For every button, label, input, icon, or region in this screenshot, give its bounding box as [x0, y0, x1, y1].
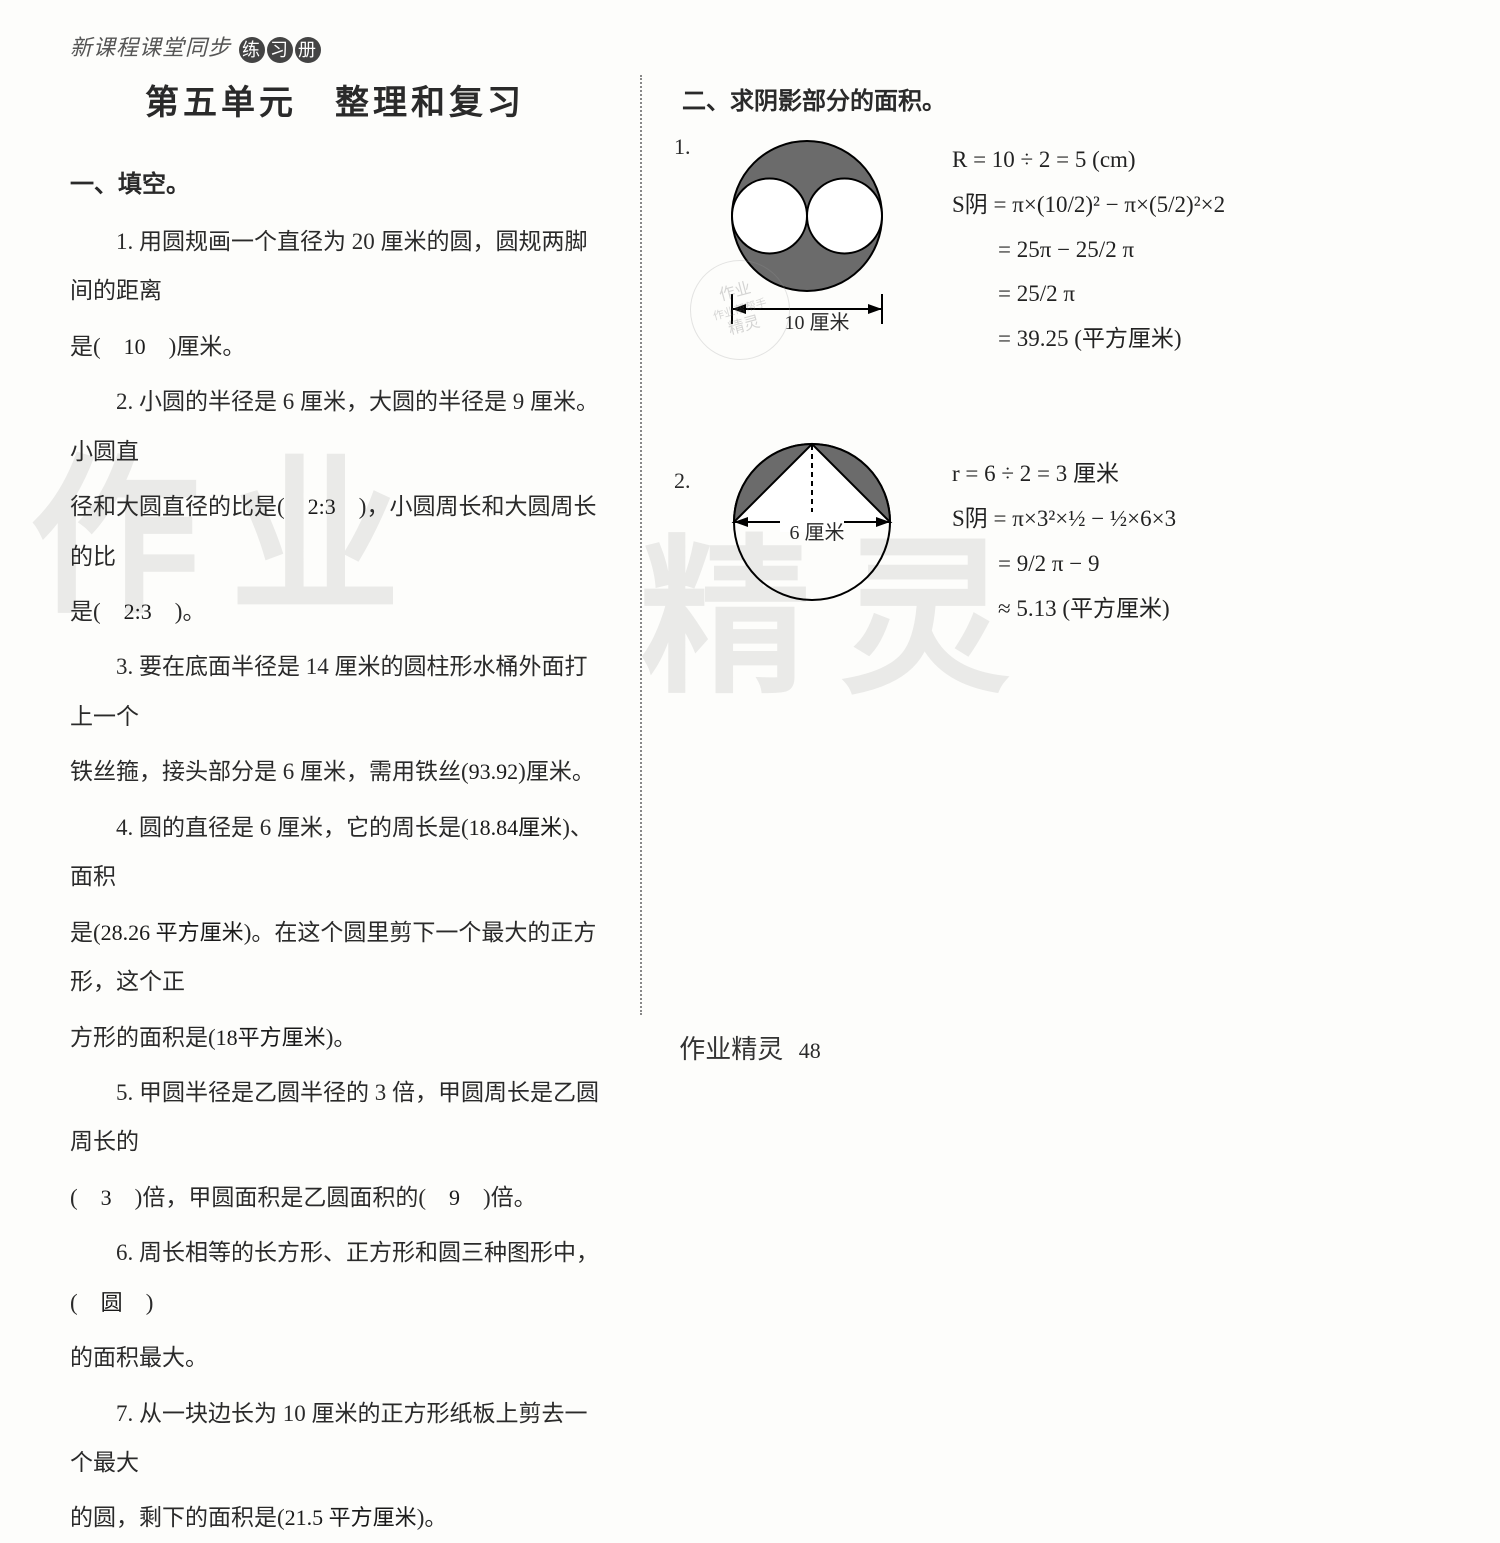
q6-text-c: 的面积最大。: [70, 1345, 208, 1370]
right-column: 二、求阴影部分的面积。 1. 10 厘: [640, 75, 1430, 1015]
q4-answer1: 18.84厘米: [469, 815, 563, 840]
q5-text-b: (: [70, 1185, 101, 1210]
q6-line2: 的面积最大。: [70, 1333, 600, 1382]
q2-line3: 是( 2:3 )。: [70, 587, 600, 636]
columns: 第五单元 整理和复习 一、填空。 1. 用圆规画一个直径为 20 厘米的圆，圆规…: [70, 75, 1430, 1015]
q2: 2. 小圆的半径是 6 厘米，大圆的半径是 9 厘米。小圆直: [70, 377, 600, 476]
p1-calc-1: S阴 = π×(10/2)² − π×(5/2)²×2: [952, 183, 1225, 228]
section2-heading: 二、求阴影部分的面积。: [682, 81, 1430, 116]
p2-calc-1: S阴 = π×3²×½ − ½×6×3: [952, 497, 1176, 542]
badge-1: 练: [239, 37, 265, 63]
q4-answer2: 28.26 平方厘米: [101, 920, 244, 945]
p2-number: 2.: [674, 468, 691, 494]
q7-text-b: 的圆，剩下的面积是(: [70, 1505, 285, 1530]
worksheet-page: 新课程课堂同步 练习册 作业 精灵 第五单元 整理和复习 一、填空。 1. 用圆…: [0, 0, 1500, 1090]
p2-calc-0: r = 6 ÷ 2 = 3 厘米: [952, 452, 1176, 497]
brand-text: 新课程课堂同步: [70, 35, 231, 60]
q4: 4. 圆的直径是 6 厘米，它的周长是(18.84厘米)、面积: [70, 803, 600, 902]
q1-text-a: 1. 用圆规画一个直径为 20 厘米的圆，圆规两脚间的距离: [70, 229, 588, 303]
q6-answer: 圆: [101, 1290, 123, 1315]
q1: 1. 用圆规画一个直径为 20 厘米的圆，圆规两脚间的距离: [70, 217, 600, 316]
footer-watermark: 作业精灵: [679, 1035, 783, 1064]
q5-answer1: 3: [101, 1185, 112, 1210]
p2-calc: r = 6 ÷ 2 = 3 厘米 S阴 = π×3²×½ − ½×6×3 = 9…: [952, 432, 1176, 631]
q5-line2: ( 3 )倍，甲圆面积是乙圆面积的( 9 )倍。: [70, 1173, 600, 1222]
q3-text-c: )厘米。: [518, 759, 595, 784]
section1-heading: 一、填空。: [70, 164, 600, 199]
q2-answer1: 2:3: [308, 494, 336, 519]
q4-text-c: 是(: [70, 920, 101, 945]
p1-calc-2: = 25π − 25/2 π: [952, 228, 1225, 273]
page-footer: 作业精灵 48: [0, 1029, 1500, 1066]
q5-text-d: )倍。: [460, 1185, 537, 1210]
q6-text-b: ): [123, 1290, 154, 1315]
p2-calc-2: = 9/2 π − 9: [952, 542, 1176, 587]
figure-1: 10 厘米: [712, 134, 922, 362]
q2-text-b: 径和大圆直径的比是(: [70, 494, 308, 519]
q6: 6. 周长相等的长方形、正方形和圆三种图形中，( 圆 ): [70, 1228, 600, 1327]
problem-2: 2.: [682, 432, 1430, 631]
problem-1: 1. 10 厘米 R = 1: [682, 134, 1430, 362]
page-number: 48: [799, 1038, 821, 1063]
q1-answer: 10: [124, 334, 146, 359]
q5-text-a: 5. 甲圆半径是乙圆半径的 3 倍，甲圆周长是乙圆周长的: [70, 1080, 599, 1154]
q1-line2: 是( 10 )厘米。: [70, 322, 600, 371]
q2-line2: 径和大圆直径的比是( 2:3 )，小圆周长和大圆周长的比: [70, 482, 600, 581]
badge-2: 习: [267, 37, 293, 63]
figure-2: 6 厘米: [712, 432, 922, 631]
q7-answer: 21.5 平方厘米: [285, 1505, 417, 1530]
q5-text-c: )倍，甲圆面积是乙圆面积的(: [112, 1185, 449, 1210]
p1-calc-0: R = 10 ÷ 2 = 5 (cm): [952, 138, 1225, 183]
q3-line2: 铁丝箍，接头部分是 6 厘米，需用铁丝(93.92)厘米。: [70, 747, 600, 796]
p1-calc-4: = 39.25 (平方厘米): [952, 317, 1225, 362]
q4-text-a: 4. 圆的直径是 6 厘米，它的周长是(: [116, 815, 469, 840]
q5-answer2: 9: [449, 1185, 460, 1210]
q1-text-b: 是(: [70, 334, 124, 359]
q2-text-e: )。: [152, 599, 206, 624]
figure1-svg: [712, 134, 902, 334]
badge-3: 册: [295, 37, 321, 63]
q2-answer2: 2:3: [124, 599, 152, 624]
q3: 3. 要在底面半径是 14 厘米的圆柱形水桶外面打上一个: [70, 642, 600, 741]
q4-line2: 是(28.26 平方厘米)。在这个圆里剪下一个最大的正方形，这个正: [70, 908, 600, 1007]
q7: 7. 从一块边长为 10 厘米的正方形纸板上剪去一个最大: [70, 1389, 600, 1488]
q3-answer: 93.92: [469, 759, 519, 784]
p2-calc-3: ≈ 5.13 (平方厘米): [952, 587, 1176, 632]
q7-line2: 的圆，剩下的面积是(21.5 平方厘米)。: [70, 1493, 600, 1542]
q2-text-a: 2. 小圆的半径是 6 厘米，大圆的半径是 9 厘米。小圆直: [70, 389, 599, 463]
p1-calc-3: = 25/2 π: [952, 272, 1225, 317]
q3-text-a: 3. 要在底面半径是 14 厘米的圆柱形水桶外面打上一个: [70, 654, 588, 728]
q1-text-c: )厘米。: [146, 334, 246, 359]
unit-title: 第五单元 整理和复习: [70, 75, 600, 124]
q3-text-b: 铁丝箍，接头部分是 6 厘米，需用铁丝(: [70, 759, 469, 784]
q2-text-d: 是(: [70, 599, 124, 624]
series-header: 新课程课堂同步 练习册: [70, 30, 1430, 63]
q7-text-a: 7. 从一块边长为 10 厘米的正方形纸板上剪去一个最大: [70, 1401, 588, 1475]
q7-text-c: )。: [417, 1505, 448, 1530]
p1-number: 1.: [674, 134, 691, 160]
left-column: 第五单元 整理和复习 一、填空。 1. 用圆规画一个直径为 20 厘米的圆，圆规…: [70, 75, 640, 1015]
q5: 5. 甲圆半径是乙圆半径的 3 倍，甲圆周长是乙圆周长的: [70, 1068, 600, 1167]
p1-calc: R = 10 ÷ 2 = 5 (cm) S阴 = π×(10/2)² − π×(…: [952, 134, 1225, 362]
